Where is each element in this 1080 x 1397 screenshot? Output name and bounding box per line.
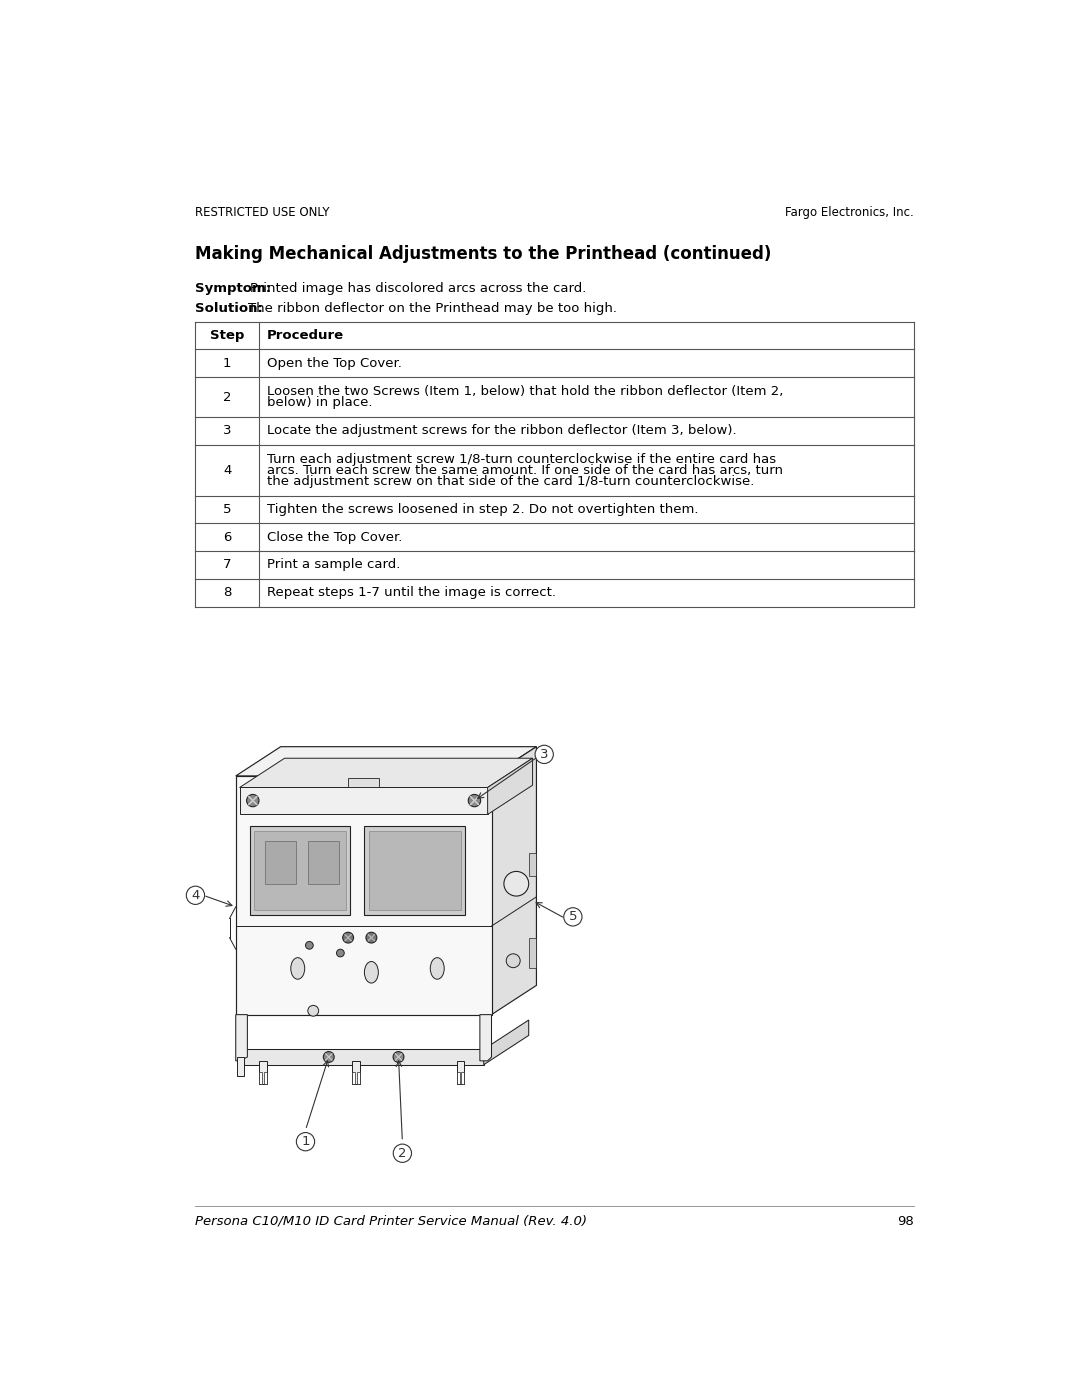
Text: 2: 2 — [222, 391, 231, 404]
Polygon shape — [249, 826, 350, 915]
Polygon shape — [457, 1073, 460, 1084]
Polygon shape — [364, 826, 465, 915]
Ellipse shape — [291, 958, 305, 979]
Polygon shape — [369, 831, 460, 909]
Text: Making Mechanical Adjustments to the Printhead (continued): Making Mechanical Adjustments to the Pri… — [195, 244, 772, 263]
Text: 8: 8 — [224, 587, 231, 599]
Polygon shape — [264, 1073, 267, 1084]
Polygon shape — [235, 1014, 247, 1060]
Text: 6: 6 — [224, 531, 231, 543]
Polygon shape — [352, 1073, 355, 1084]
Polygon shape — [348, 778, 379, 788]
Circle shape — [323, 1052, 334, 1062]
Polygon shape — [308, 841, 339, 884]
Circle shape — [507, 954, 521, 968]
Text: Print a sample card.: Print a sample card. — [267, 559, 400, 571]
Polygon shape — [461, 1073, 464, 1084]
Polygon shape — [480, 1014, 491, 1060]
Circle shape — [246, 795, 259, 806]
Text: 3: 3 — [540, 747, 549, 761]
Polygon shape — [235, 746, 537, 775]
Polygon shape — [255, 831, 346, 909]
Circle shape — [393, 1052, 404, 1062]
Text: Step: Step — [210, 330, 244, 342]
Text: Symptom:: Symptom: — [195, 282, 271, 295]
Text: Procedure: Procedure — [267, 330, 343, 342]
Polygon shape — [529, 854, 537, 876]
Text: Repeat steps 1-7 until the image is correct.: Repeat steps 1-7 until the image is corr… — [267, 587, 556, 599]
Polygon shape — [238, 1058, 243, 1076]
Text: 98: 98 — [897, 1215, 914, 1228]
Text: Loosen the two Screws (Item 1, below) that hold the ribbon deflector (Item 2,: Loosen the two Screws (Item 1, below) th… — [267, 386, 783, 398]
Polygon shape — [259, 1060, 267, 1084]
Circle shape — [337, 949, 345, 957]
Text: 3: 3 — [222, 425, 231, 437]
Circle shape — [469, 795, 481, 806]
Circle shape — [504, 872, 529, 895]
Text: 1: 1 — [301, 1136, 310, 1148]
Text: 1: 1 — [222, 356, 231, 370]
Polygon shape — [266, 841, 296, 884]
Text: Tighten the screws loosened in step 2. Do not overtighten them.: Tighten the screws loosened in step 2. D… — [267, 503, 699, 515]
Text: 2: 2 — [399, 1147, 407, 1160]
Circle shape — [366, 932, 377, 943]
Text: 5: 5 — [222, 503, 231, 515]
Text: 5: 5 — [569, 911, 577, 923]
Text: 4: 4 — [191, 888, 200, 902]
Polygon shape — [240, 788, 488, 814]
Polygon shape — [529, 937, 537, 968]
Circle shape — [308, 1006, 319, 1016]
Polygon shape — [235, 775, 491, 1014]
Text: Persona C10/M10 ID Card Printer Service Manual (Rev. 4.0): Persona C10/M10 ID Card Printer Service … — [195, 1215, 588, 1228]
Circle shape — [306, 942, 313, 949]
Ellipse shape — [430, 958, 444, 979]
Text: Turn each adjustment screw 1/8-turn counterclockwise if the entire card has: Turn each adjustment screw 1/8-turn coun… — [267, 453, 775, 465]
Text: Close the Top Cover.: Close the Top Cover. — [267, 531, 402, 543]
Polygon shape — [491, 746, 537, 1014]
Text: 7: 7 — [222, 559, 231, 571]
Polygon shape — [457, 1060, 464, 1084]
Polygon shape — [488, 759, 532, 814]
Text: arcs. Turn each screw the same amount. If one side of the card has arcs, turn: arcs. Turn each screw the same amount. I… — [267, 464, 783, 476]
Polygon shape — [352, 1060, 360, 1084]
Text: Fargo Electronics, Inc.: Fargo Electronics, Inc. — [785, 207, 914, 219]
Text: Locate the adjustment screws for the ribbon deflector (Item 3, below).: Locate the adjustment screws for the rib… — [267, 425, 737, 437]
Text: Printed image has discolored arcs across the card.: Printed image has discolored arcs across… — [249, 282, 586, 295]
Text: the adjustment screw on that side of the card 1/8-turn counterclockwise.: the adjustment screw on that side of the… — [267, 475, 754, 488]
Polygon shape — [356, 1073, 360, 1084]
Text: Solution:: Solution: — [195, 302, 264, 314]
Text: RESTRICTED USE ONLY: RESTRICTED USE ONLY — [195, 207, 330, 219]
Polygon shape — [243, 1049, 484, 1065]
Ellipse shape — [364, 961, 378, 983]
Circle shape — [342, 932, 353, 943]
Text: The ribbon deflector on the Printhead may be too high.: The ribbon deflector on the Printhead ma… — [248, 302, 617, 314]
Polygon shape — [484, 1020, 529, 1065]
Text: Open the Top Cover.: Open the Top Cover. — [267, 356, 402, 370]
Text: 4: 4 — [224, 464, 231, 476]
Polygon shape — [259, 1073, 262, 1084]
Polygon shape — [240, 759, 532, 788]
Text: below) in place.: below) in place. — [267, 397, 373, 409]
